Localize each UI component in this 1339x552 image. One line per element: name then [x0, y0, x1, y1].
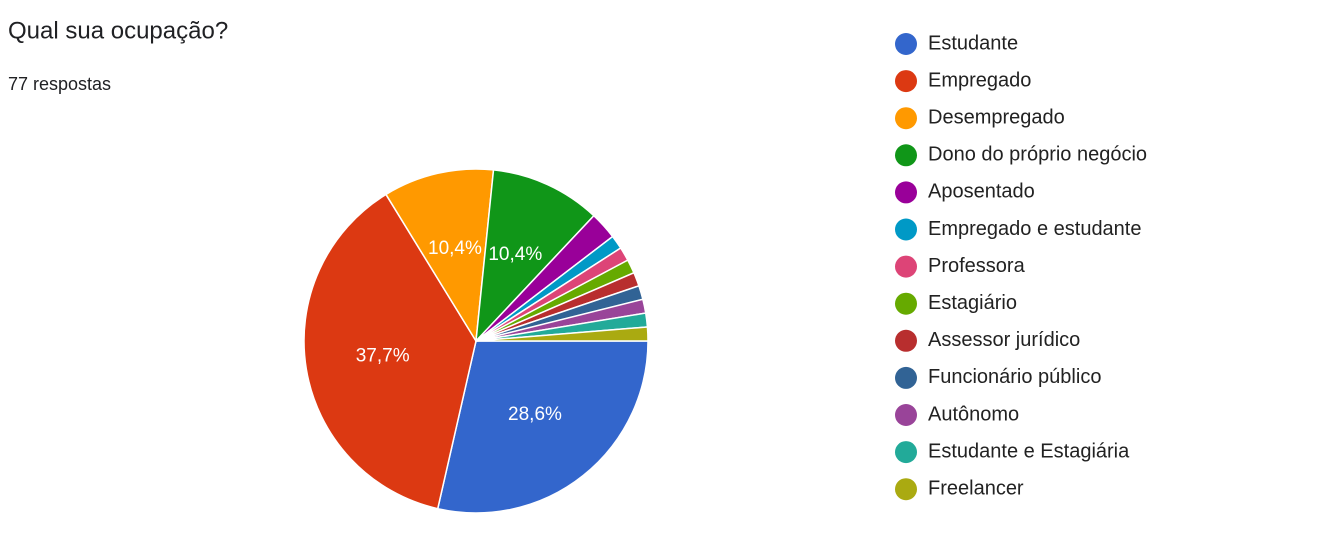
chart-subtitle: 77 respostas — [8, 74, 111, 94]
legend-label: Freelancer — [928, 477, 1024, 499]
legend-swatch — [895, 107, 917, 130]
slice-label: 10,4% — [488, 244, 542, 265]
legend-swatch — [895, 404, 917, 426]
legend-swatch — [895, 329, 917, 352]
legend-label: Desempregado — [928, 106, 1065, 128]
legend-label: Estagiário — [928, 292, 1017, 314]
legend-swatch — [895, 292, 917, 315]
legend-swatch — [895, 255, 917, 278]
legend-label: Dono do próprio negócio — [928, 144, 1147, 166]
slice-label: 28,6% — [508, 404, 562, 425]
legend-label: Professora — [928, 255, 1026, 277]
pie-slice — [384, 168, 495, 344]
legend-label: Funcionário público — [928, 366, 1101, 388]
legend-label: Autônomo — [928, 403, 1019, 425]
legend-swatch — [895, 33, 917, 55]
legend-swatch — [895, 218, 917, 241]
slice-label: 37,7% — [356, 345, 410, 366]
legend-label: Aposentado — [928, 181, 1035, 203]
legend-label: Empregado — [928, 69, 1031, 91]
legend-swatch — [895, 144, 917, 167]
legend-label: Estudante — [928, 32, 1018, 54]
legend-swatch — [895, 70, 917, 93]
legend-label: Estudante e Estagiária — [928, 440, 1130, 462]
legend-swatch — [895, 366, 917, 389]
chart-title: Qual sua ocupação? — [8, 17, 228, 44]
pie-slice — [475, 169, 595, 344]
pie-slice — [303, 193, 477, 510]
pie-slice — [436, 340, 649, 514]
slice-label: 10,4% — [428, 238, 482, 259]
legend-label: Empregado e estudante — [928, 218, 1142, 240]
legend-swatch — [895, 181, 917, 204]
legend-swatch — [895, 441, 917, 464]
legend-swatch — [895, 478, 917, 501]
legend-label: Assessor jurídico — [928, 329, 1080, 351]
pie-slice — [475, 326, 649, 342]
